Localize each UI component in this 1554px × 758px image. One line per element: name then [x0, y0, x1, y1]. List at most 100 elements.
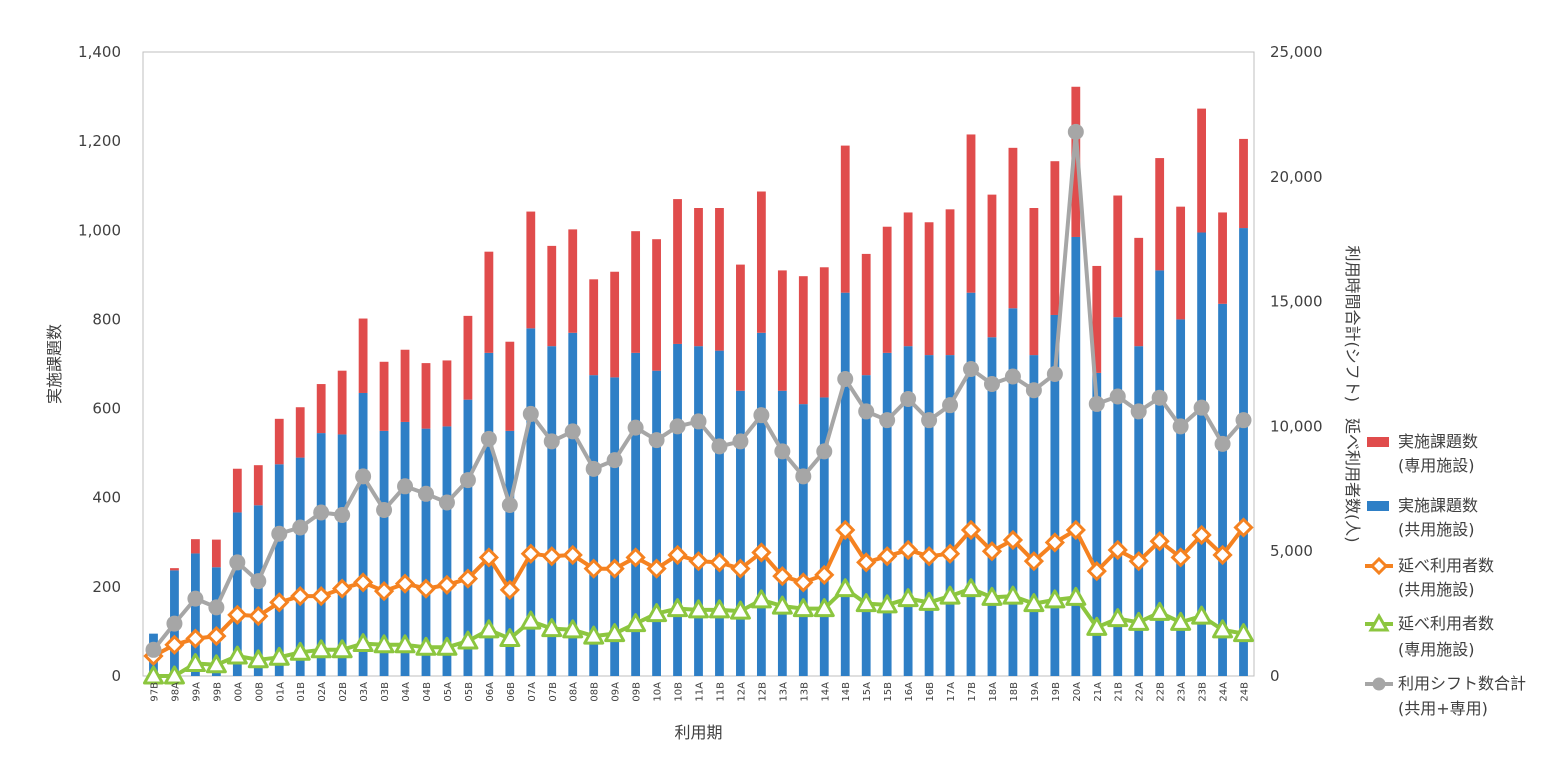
x-tick-label: 23A: [1177, 682, 1188, 702]
triangle-marker: [1044, 589, 1066, 609]
circle-marker: [1172, 418, 1189, 435]
diamond-marker: [939, 543, 961, 564]
diamond-marker: [562, 544, 583, 566]
y-left-tick-label: 600: [92, 400, 121, 418]
diamond-marker: [248, 605, 269, 627]
circle-marker: [837, 370, 854, 387]
bar: [694, 346, 703, 676]
circle-marker: [585, 460, 602, 477]
circle-marker: [711, 438, 728, 455]
y-right-tick-label: 15,000: [1270, 293, 1323, 311]
diamond-marker: [1170, 547, 1191, 568]
circle-marker: [858, 403, 875, 420]
x-tick-label: 07B: [548, 682, 559, 702]
x-tick-label: 12B: [757, 682, 768, 702]
y-left-axis-title: 実施課題数: [45, 324, 64, 404]
triangle-marker: [1002, 585, 1024, 605]
x-tick-label: 10B: [674, 682, 685, 702]
circle-marker: [816, 443, 833, 460]
triangle-marker: [813, 598, 835, 618]
circle-marker: [1214, 435, 1231, 452]
diamond-marker: [981, 541, 1003, 562]
y-right-tick-label: 20,000: [1270, 168, 1323, 186]
x-tick-label: 06B: [506, 682, 517, 702]
bar: [903, 212, 913, 347]
triangle-marker: [876, 594, 898, 614]
diamond-marker: [856, 552, 877, 573]
diamond-marker: [1212, 544, 1233, 566]
x-tick-label: 07A: [527, 682, 538, 702]
x-tick-label: 15B: [883, 682, 894, 702]
circle-marker: [480, 430, 497, 447]
x-tick-label: 01B: [296, 682, 307, 702]
diamond-marker: [604, 558, 625, 579]
y-left-tick-label: 0: [111, 667, 121, 685]
circle-marker: [1046, 365, 1063, 382]
diamond-marker: [541, 546, 562, 567]
bar: [945, 209, 955, 356]
bar: [903, 346, 913, 676]
y-left-tick-label: 800: [92, 310, 121, 328]
circle-marker: [963, 360, 980, 377]
circle-marker: [522, 405, 539, 422]
triangle-marker: [541, 618, 563, 638]
triangle-marker: [1149, 601, 1171, 621]
x-tick-label: 11B: [715, 682, 726, 702]
x-tick-label: 14A: [820, 682, 831, 702]
bar: [987, 194, 997, 338]
bar: [379, 361, 389, 431]
triangle-marker: [1023, 593, 1045, 613]
circle-marker: [292, 519, 309, 536]
bar: [1197, 232, 1206, 676]
circle-marker: [459, 472, 476, 489]
bar: [1050, 161, 1060, 315]
bar: [819, 267, 829, 398]
bar: [1029, 208, 1039, 356]
diamond-marker: [1128, 551, 1149, 572]
bar: [756, 332, 766, 676]
triangle-marker: [373, 634, 395, 654]
circle-marker: [1193, 399, 1210, 416]
bar: [924, 355, 934, 676]
triangle-marker: [226, 645, 248, 665]
triangle-marker: [457, 630, 479, 650]
diamond-marker: [625, 547, 646, 568]
diamond-marker: [520, 543, 541, 564]
bar: [191, 539, 200, 554]
bar: [1008, 147, 1018, 309]
bar: [191, 553, 200, 676]
bar: [526, 328, 536, 676]
circle-marker: [208, 599, 225, 616]
bar: [673, 343, 682, 676]
triangle-marker: [331, 639, 353, 659]
bar: [966, 134, 976, 293]
x-tick-label: 05B: [464, 682, 475, 702]
bar: [882, 226, 892, 353]
x-axis-title: 利用期: [674, 723, 722, 742]
legend: 実施課題数 (専用施設) 実施課題数 (共用施設) 延べ利用者数 (共用施設) 延べ利用者数…: [1365, 432, 1526, 718]
y-right-axis-title: 利用時間合計(シフト) 延べ利用者数(人): [1343, 246, 1362, 543]
bar: [358, 392, 368, 676]
triangle-marker: [268, 646, 290, 666]
bar: [316, 384, 326, 434]
diamond-marker: [352, 572, 374, 593]
triangle-marker: [478, 619, 500, 639]
legend-label: (共用施設): [1398, 580, 1475, 599]
x-tick-label: 11A: [695, 682, 706, 702]
diamond-marker: [646, 558, 667, 579]
bar: [1134, 346, 1144, 676]
diamond-marker: [1044, 532, 1065, 553]
bar: [484, 352, 494, 676]
y-left-tick-label: 1,000: [78, 221, 121, 239]
bar: [694, 208, 703, 347]
bar: [1155, 270, 1165, 676]
x-tick-label: 22B: [1156, 682, 1167, 702]
x-tick-label: 16A: [904, 682, 915, 702]
triangle-marker: [981, 586, 1003, 606]
bar: [337, 434, 347, 676]
y-right-tick-label: 5,000: [1270, 542, 1313, 560]
diamond-marker: [772, 566, 793, 587]
circle-marker: [166, 615, 183, 632]
x-tick-label: 15A: [862, 682, 873, 702]
triangle-marker: [1086, 616, 1108, 636]
